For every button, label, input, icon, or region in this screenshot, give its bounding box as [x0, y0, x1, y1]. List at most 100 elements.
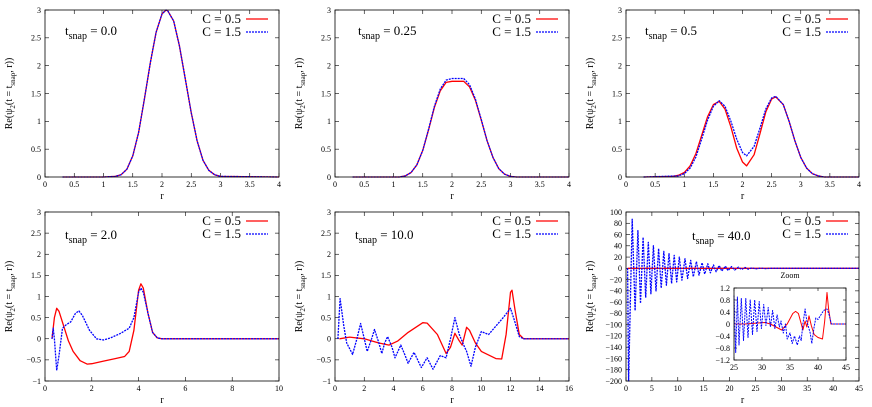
- y-axis-label-part: (t = t: [4, 288, 15, 308]
- y-tick-label: 1.5: [31, 89, 41, 98]
- tsnap-annotation: tsnap = 10.0: [355, 227, 414, 246]
- x-tick-label: 2: [90, 384, 94, 393]
- x-tick-label: 2: [362, 384, 366, 393]
- y-tick-label: 0: [726, 320, 730, 329]
- y-tick-label: 2.5: [31, 229, 41, 238]
- annotation-value: = 0.25: [380, 23, 417, 38]
- x-tick-label: 15: [700, 384, 708, 393]
- legend-label: C = 0.5: [782, 213, 821, 228]
- y-tick-label: 2: [37, 61, 41, 70]
- y-tick-label: 1.5: [612, 89, 622, 98]
- y-tick-label: 0.5: [321, 313, 331, 322]
- legend-label: C = 0.5: [202, 11, 241, 26]
- y-tick-label: −0.8: [715, 344, 730, 353]
- y-tick-label: 1: [327, 117, 331, 126]
- y-axis-label-part: , r)): [585, 261, 596, 276]
- y-tick-label: 1: [37, 117, 41, 126]
- y-axis-label-part: 2: [299, 105, 307, 109]
- y-tick-label: 0.5: [31, 145, 41, 154]
- y-tick-label: −1.2: [715, 356, 730, 365]
- x-tick-label: 45: [855, 384, 863, 393]
- legend-label: C = 1.5: [202, 226, 241, 241]
- x-tick-label: 2.5: [186, 180, 196, 189]
- annotation-sub: snap: [696, 236, 714, 247]
- plot-frame: [44, 211, 280, 382]
- series-line-c15: [352, 77, 569, 178]
- y-axis-label-part: (t = t: [294, 288, 305, 308]
- x-tick-label: 0: [43, 384, 47, 393]
- y-tick-label: 40: [614, 242, 622, 251]
- x-tick-label: 0.5: [650, 180, 660, 189]
- y-axis-label: Re(ψ2(t = tsnap, r)): [4, 261, 17, 333]
- y-tick-label: 0: [37, 173, 41, 182]
- x-tick-label: 3.5: [825, 180, 835, 189]
- plot-frame: [625, 211, 860, 382]
- series-line-c15: [733, 295, 846, 353]
- y-axis-label-part: Re(ψ: [294, 311, 305, 332]
- y-tick-label: 0.8: [720, 296, 730, 305]
- plot-frame: [44, 9, 280, 178]
- y-tick-label: 1: [618, 117, 622, 126]
- x-tick-label: 1: [102, 180, 106, 189]
- x-tick-label: 0.5: [69, 180, 79, 189]
- x-tick-label: 25: [730, 363, 738, 372]
- y-axis-label: Re(ψ2(t = tsnap, r)): [4, 58, 17, 130]
- x-tick-label: 5: [650, 384, 654, 393]
- x-tick-label: 3: [509, 180, 513, 189]
- y-tick-label: 0: [327, 173, 331, 182]
- y-axis-label-part: Re(ψ: [585, 108, 596, 129]
- y-axis-label-part: (t = t: [294, 85, 305, 105]
- series-line-c05: [352, 80, 569, 178]
- x-tick-label: 4: [137, 384, 141, 393]
- y-tick-label: −140: [605, 343, 622, 352]
- y-tick-label: 2: [37, 250, 41, 259]
- tsnap-annotation: tsnap = 2.0: [65, 227, 117, 246]
- y-tick-label: −1: [32, 377, 41, 386]
- y-tick-label: 2.5: [321, 229, 331, 238]
- x-tick-label: 45: [842, 363, 850, 372]
- y-tick-label: −200: [605, 377, 622, 386]
- annotation-t: t: [65, 227, 69, 242]
- y-axis-label: Re(ψ2(t = tsnap, r)): [294, 261, 307, 333]
- annotation-value: = 0.0: [87, 23, 117, 38]
- y-axis-label-part: Re(ψ: [294, 108, 305, 129]
- x-tick-label: 4: [392, 384, 396, 393]
- annotation-sub: snap: [649, 31, 667, 42]
- tsnap-annotation: tsnap = 0.5: [645, 23, 697, 42]
- y-tick-label: −40: [609, 287, 622, 296]
- x-tick-label: 0.5: [359, 180, 369, 189]
- panel-5: 0 2 4 6 8 10 12 14 16−1−0.500.511.522.53Re(ψ2(t …: [294, 208, 573, 406]
- x-tick-label: 1.5: [418, 180, 428, 189]
- x-tick-label: 0: [624, 384, 628, 393]
- x-tick-label: 14: [536, 384, 544, 393]
- y-tick-label: 2: [327, 61, 331, 70]
- y-tick-label: −0.5: [26, 356, 41, 365]
- plot-frame: [625, 9, 860, 178]
- x-tick-label: 1: [682, 180, 686, 189]
- y-tick-label: 1.5: [31, 271, 41, 280]
- x-tick-label: 20: [726, 384, 734, 393]
- plot-frame: [334, 9, 570, 178]
- plot-frame: [733, 287, 847, 361]
- y-tick-label: 2.5: [612, 34, 622, 43]
- x-tick-label: 10: [674, 384, 682, 393]
- x-tick-label: 25: [751, 384, 759, 393]
- legend-label: C = 1.5: [202, 24, 241, 39]
- y-tick-label: 2: [327, 250, 331, 259]
- series-line-c15: [643, 95, 859, 178]
- y-axis-label-part: , r)): [585, 58, 596, 73]
- y-axis-label-part: snap: [590, 275, 598, 288]
- legend-label: C = 0.5: [782, 11, 821, 26]
- y-axis-label-part: (t = t: [4, 85, 15, 105]
- y-tick-label: −1: [322, 377, 331, 386]
- y-tick-label: 0.4: [720, 308, 730, 317]
- x-tick-label: 3: [219, 180, 223, 189]
- x-tick-label: 0: [624, 180, 628, 189]
- x-tick-label: 6: [421, 384, 425, 393]
- series-line-c05: [51, 283, 279, 365]
